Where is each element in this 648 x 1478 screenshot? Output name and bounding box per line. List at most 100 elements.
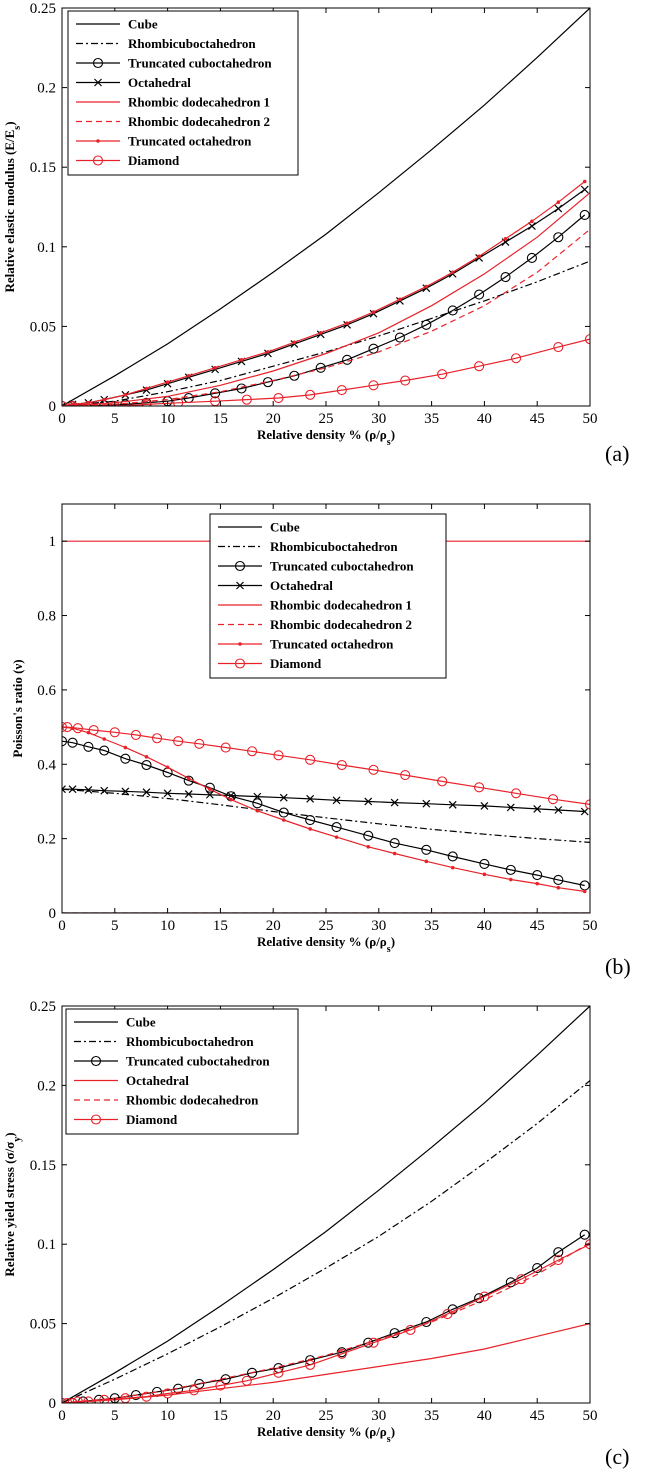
x-tick-label: 30 <box>371 1408 386 1424</box>
legend-entry: Octahedral <box>74 1073 189 1088</box>
legend-entry: Truncated octahedron <box>218 637 394 652</box>
data-point <box>363 830 374 841</box>
x-tick-label: 45 <box>530 411 545 427</box>
data-point <box>173 736 184 747</box>
data-point <box>247 1367 258 1378</box>
data-point <box>144 755 149 759</box>
x-axis-label: Relative density % (ρ/ρs) <box>257 1424 395 1445</box>
data-point <box>289 370 300 381</box>
data-point <box>364 797 373 806</box>
data-point <box>556 885 561 890</box>
x-tick-label: 35 <box>424 918 439 934</box>
legend-marker <box>94 78 102 87</box>
series-line <box>62 338 590 406</box>
data-point <box>62 402 66 406</box>
x-axis-label: Relative density % (ρ/ρs) <box>257 427 395 448</box>
legend-label: Rhombic dodecahedron 2 <box>128 114 270 129</box>
data-point <box>442 1309 453 1320</box>
x-tick-label: 5 <box>111 918 119 934</box>
series-line <box>62 192 590 406</box>
data-point <box>163 789 172 798</box>
legend-label: Rhombicuboctahedron <box>126 1034 254 1049</box>
data-point <box>292 340 297 345</box>
series-line <box>62 1006 590 1403</box>
series-rhombicuboctahedron <box>62 260 590 406</box>
data-point <box>144 386 149 391</box>
data-point <box>553 232 564 243</box>
data-point <box>102 397 107 402</box>
data-point <box>582 889 587 894</box>
data-point <box>273 392 284 404</box>
data-point <box>400 770 411 781</box>
x-tick-label: 50 <box>583 1408 598 1424</box>
data-point <box>84 786 93 794</box>
series-line <box>62 1323 590 1403</box>
data-point <box>62 736 68 747</box>
legend-entry: Rhombic dodecahedron 2 <box>76 114 270 129</box>
panel-label: (b) <box>605 954 631 979</box>
y-tick-label: 0.1 <box>37 240 56 256</box>
x-tick-label: 10 <box>160 918 175 934</box>
data-point <box>390 798 399 807</box>
legend-marker <box>90 1055 102 1067</box>
legend-entry: Rhombicuboctahedron <box>218 539 398 554</box>
data-point <box>88 725 99 736</box>
data-point <box>527 222 536 231</box>
y-axis-label: Relative elastic modulus (E/Es) <box>2 121 23 292</box>
series-line <box>62 8 590 406</box>
legend-entry: Octahedral <box>76 75 191 90</box>
data-point <box>83 400 94 406</box>
series-line <box>62 1242 590 1403</box>
series-line <box>62 181 586 406</box>
data-point <box>421 1316 432 1328</box>
data-point <box>208 787 212 791</box>
legend-label: Rhombicuboctahedron <box>270 539 398 554</box>
series-truncated-cuboctahedron <box>62 209 590 406</box>
data-point <box>67 737 78 748</box>
legend-marker <box>92 155 104 166</box>
data-point <box>437 369 448 380</box>
legend-label: Rhombic dodecahedron 1 <box>128 95 270 110</box>
data-point <box>474 782 485 793</box>
data-point <box>400 375 411 386</box>
data-point <box>447 305 458 316</box>
data-point <box>213 365 217 370</box>
data-point <box>62 722 73 733</box>
series-cube <box>62 1006 590 1403</box>
y-axis-label: Poisson's ratio (ν) <box>10 659 25 757</box>
x-tick-label: 5 <box>111 411 119 427</box>
data-point <box>70 402 75 406</box>
data-point <box>68 785 77 794</box>
x-tick-label: 0 <box>58 1408 66 1424</box>
panel-label: (c) <box>605 1444 629 1469</box>
x-tick-label: 30 <box>371 918 386 934</box>
data-point <box>278 807 289 818</box>
data-point <box>130 729 141 740</box>
x-tick-label: 25 <box>319 918 334 934</box>
y-tick-label: 0.6 <box>37 683 56 699</box>
legend-marker <box>236 581 244 590</box>
data-point <box>368 1337 379 1348</box>
legend-entry: Diamond <box>218 656 322 671</box>
series-rhombic-dodecahedron-1 <box>62 192 590 406</box>
panel-label: (a) <box>605 441 629 466</box>
data-point <box>447 851 458 862</box>
legend-label: Octahedral <box>270 578 333 593</box>
legend-label: Truncated octahedron <box>270 637 394 652</box>
legend-label: Cube <box>128 17 158 32</box>
data-point <box>72 723 83 734</box>
data-point <box>241 1375 252 1386</box>
legend: Cube Rhombicuboctahedron Truncated cubocta… <box>67 10 299 176</box>
series-rhombicuboctahedron <box>62 788 590 843</box>
series-line <box>62 788 585 813</box>
series-octahedral <box>62 185 589 406</box>
data-point <box>186 373 191 378</box>
series-diamond <box>62 334 590 406</box>
x-tick-label: 25 <box>319 411 334 427</box>
data-point <box>141 399 152 406</box>
y-tick-label: 0.25 <box>30 999 56 1015</box>
data-point <box>72 1396 83 1403</box>
data-point <box>450 865 455 870</box>
data-point <box>368 380 379 391</box>
y-axis-label: Relative yield stress (σ/σy) <box>2 1132 23 1276</box>
